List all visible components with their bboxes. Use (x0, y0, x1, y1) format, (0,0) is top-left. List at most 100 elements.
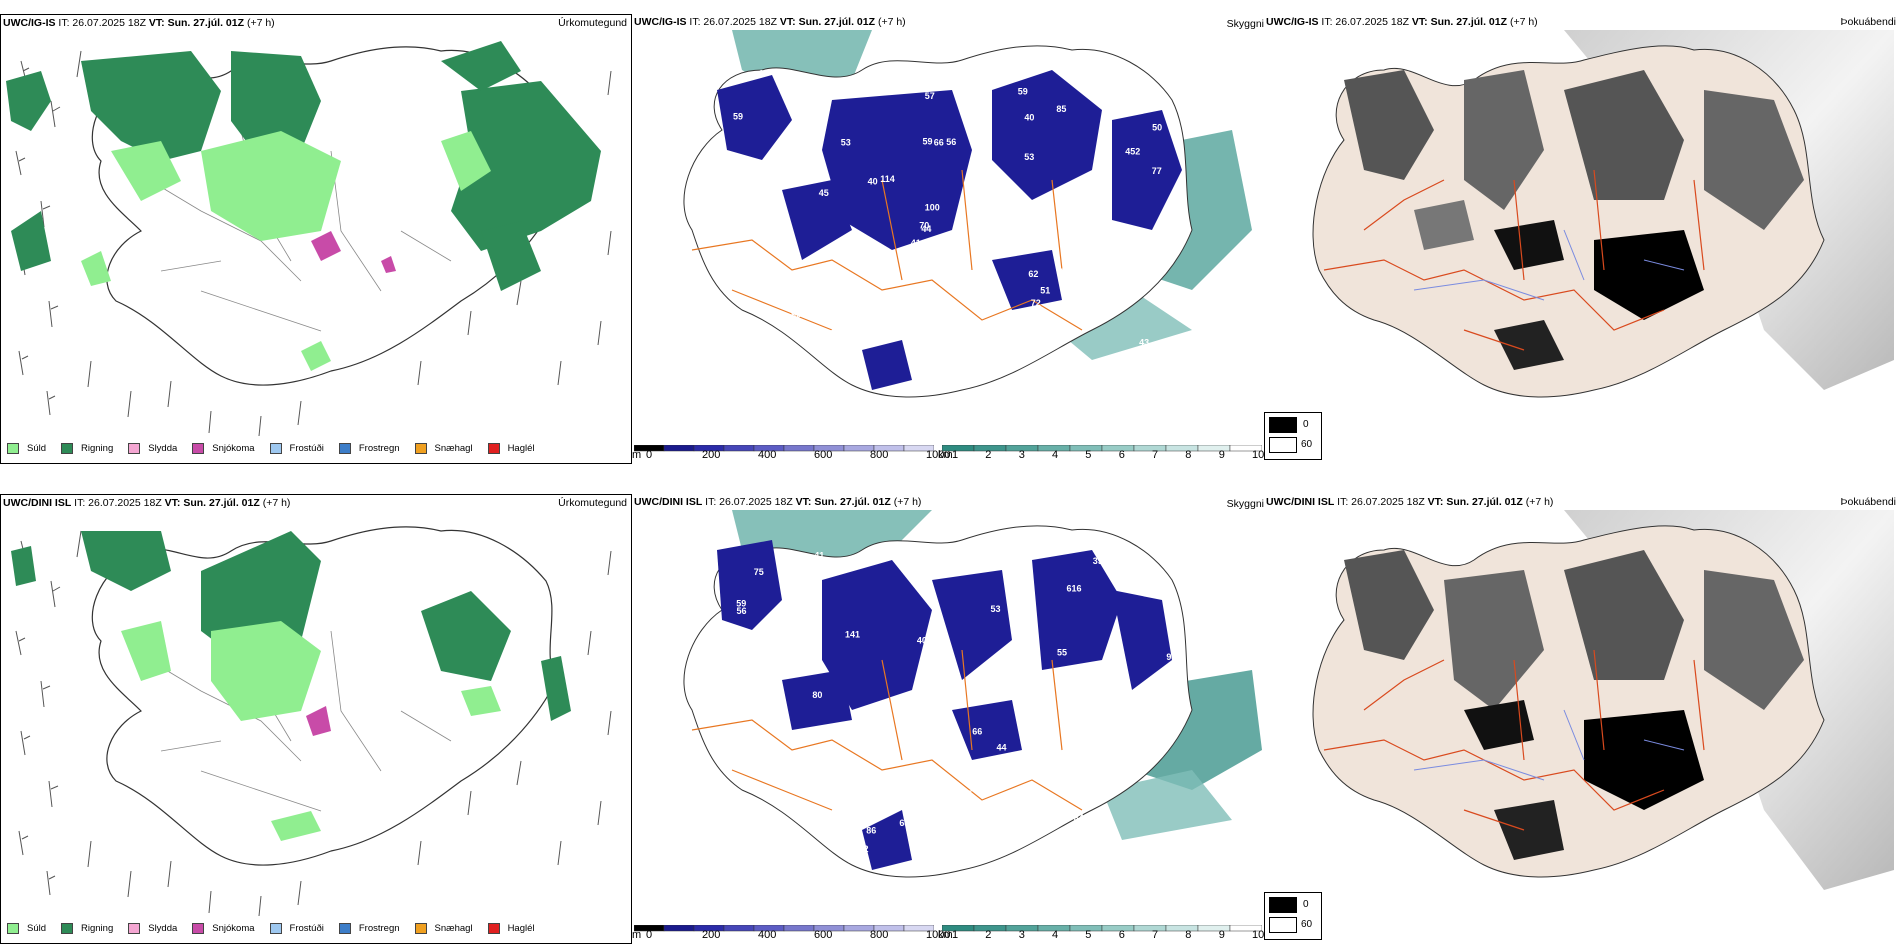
scale-tick: 4 (1052, 929, 1059, 941)
legend-label: Slydda (148, 443, 178, 454)
scale-swatch (903, 925, 934, 932)
scale-tick: 8 (1185, 449, 1192, 461)
cloud-height-label: 49 (972, 70, 982, 80)
cloud-height-label: 70 (919, 221, 929, 231)
legend-label: Frostúði (289, 443, 324, 454)
cloud-height-label: 51 (1040, 285, 1050, 295)
cloud-height-label: 105 (836, 758, 851, 768)
cloud-height-label: 72 (993, 191, 1003, 201)
legend-item: Slydda (128, 443, 177, 454)
cloud-height-label: 85 (1056, 104, 1066, 114)
cloud-height-label: 72 (1037, 790, 1047, 800)
legend-item: Snjókoma (192, 443, 255, 454)
legend-swatch (192, 923, 205, 934)
cloud-height-label: 50 (1152, 123, 1162, 133)
cloud-height-label: 38 (907, 545, 917, 555)
cloud-height-label: 59 (733, 111, 743, 121)
visibility-scale-labels: km 1 2 3 4 5 6 7 8 9 10 (938, 929, 1264, 943)
visibility-scale-labels: km 1 2 3 4 5 6 7 8 9 10 (938, 449, 1264, 463)
cloud-height-label: 40 (917, 636, 927, 646)
cloud-panel-top: UWC/IG-IS IT: 26.07.2025 18Z VT: Sun. 27… (632, 14, 1264, 464)
cloud-height-label: 52 (1066, 732, 1076, 742)
legend-swatch (414, 443, 427, 454)
cloud-header: UWC/DINI ISL IT: 26.07.2025 18Z VT: Sun.… (634, 496, 922, 508)
legend-label: Haglél (507, 443, 535, 454)
cloud-height-label: 58 (986, 203, 996, 213)
scale-tick: 10 (1252, 929, 1264, 941)
cloud-height-label: 56 (737, 606, 747, 616)
cloud-height-label: 157 (927, 341, 942, 351)
legend-label: Snjókoma (212, 923, 255, 934)
scale-tick: 1 (952, 449, 959, 461)
legend-label: Frostúði (289, 923, 324, 934)
cloud-title: Skyggni (1226, 498, 1264, 510)
cloud-height-label: 40 (868, 176, 878, 186)
precip-map (6, 41, 612, 437)
cloud-height-label: 49 (751, 702, 761, 712)
cloud-height-label: 56 (946, 137, 956, 147)
cloud-height-label: 44 (921, 224, 931, 234)
legend-label: Súld (27, 443, 47, 454)
cloud-height-label: 67 (1075, 861, 1085, 871)
cloud-height-label: 39 (929, 682, 939, 692)
cloud-height-label: 47 (1058, 267, 1068, 277)
cloud-height-label: 45 (775, 707, 785, 717)
legend-swatch (7, 443, 19, 454)
legend-swatch (487, 443, 500, 454)
cloud-height-label: 39 (1145, 372, 1155, 382)
drizzle-areas (121, 621, 501, 841)
cloud-height-label: 76 (978, 816, 988, 826)
fog-title: Þokuábendi (1840, 16, 1896, 28)
precip-legend: Súld Rigning Slydda Snjókoma Frostúði Frostre… (7, 923, 550, 934)
height-scale-labels: m 0 200 400 600 800 1000 (632, 929, 950, 943)
legend-swatch (192, 443, 205, 454)
scale-tick: 3 (1018, 449, 1025, 461)
cloud-height-label: 42 (1149, 587, 1159, 597)
legend-label: Snæhagl (434, 443, 473, 454)
scale-tick: 3 (1018, 929, 1025, 941)
cloud-height-label: 59 (923, 136, 933, 146)
cloud-height-label: 57 (925, 91, 935, 101)
visibility-scale (942, 925, 1262, 932)
cloud-height-label: 141 (845, 630, 860, 640)
cloud-height-label: 66 (972, 727, 982, 737)
cloud-height-label: 59 (1019, 340, 1029, 350)
cloud-height-label: 43 (1139, 337, 1149, 347)
legend-item: Slydda (128, 923, 177, 934)
scale-tick: 7 (1152, 929, 1159, 941)
cloud-height-label: 70 (817, 779, 827, 789)
cloud-height-label: 102 (854, 844, 869, 854)
cloud-height-label: 64 (788, 845, 798, 855)
cloud-height-label: 77 (1152, 166, 1162, 176)
fog-header: UWC/DINI ISL IT: 26.07.2025 18Z VT: Sun.… (1266, 496, 1554, 508)
fog-dense-areas (1344, 550, 1804, 860)
cloud-height-label: 94 (1166, 652, 1176, 662)
cloud-height-label: 41 (774, 140, 784, 150)
legend-item: Rigning (61, 443, 113, 454)
legend-swatch (338, 923, 351, 934)
scale-tick: 0 (646, 449, 653, 461)
scale-unit: km (938, 449, 953, 461)
height-scale-labels: m 0 200 400 600 800 1000 (632, 449, 950, 463)
scale-tick: 5 (1085, 449, 1092, 461)
legend-item: Súld (7, 443, 46, 454)
cloud-height-label: 49 (941, 678, 951, 688)
scale-unit: m (632, 449, 642, 461)
cloud-height-label: 80 (812, 690, 822, 700)
cloud-height-label: 72 (1031, 298, 1041, 308)
cloud-height-label: 85 (962, 789, 972, 799)
cloud-height-label: 452 (1125, 147, 1140, 157)
cloud-height-label: 53 (841, 138, 851, 148)
cloud-height-label: 61 (844, 307, 854, 317)
cloud-height-label: 132 (926, 743, 941, 753)
cloud-height-label: 616 (1067, 584, 1082, 594)
cloud-title: Skyggni (1226, 18, 1264, 30)
cloud-height-labels: 5741445046565956407613039365041534259649… (725, 69, 1162, 389)
scale-tick: 800 (870, 449, 889, 461)
fog-header: UWC/IG-IS IT: 26.07.2025 18Z VT: Sun. 27… (1266, 16, 1538, 28)
precip-map (11, 526, 612, 917)
scale-tick: 8 (1185, 929, 1192, 941)
legend-label: Snæhagl (434, 923, 473, 934)
scale-tick: 1000 (926, 929, 951, 941)
cloud-height-label: 70 (1069, 668, 1079, 678)
